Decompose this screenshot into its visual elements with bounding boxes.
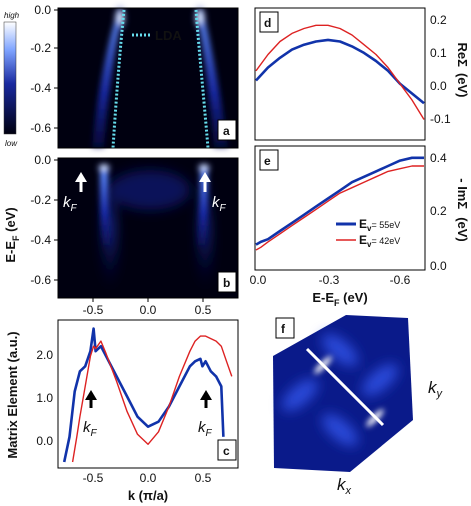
kf-label-left-b: kF [63, 194, 78, 214]
panel-e-label: e [264, 154, 271, 168]
e-xtick-1: -0.3 [319, 273, 340, 287]
series-line-e-1 [255, 165, 424, 251]
legend-e: Ev= 55eV Ev= 42eV [336, 217, 400, 249]
colorbar [3, 21, 17, 135]
k-bottom-ticks: -0.5 0.0 0.5 [83, 471, 212, 485]
kf-arrow-left-c [85, 390, 97, 408]
panel-b: kF kF b [57, 157, 239, 299]
panel-e: e Ev= 55eV Ev= 42eV [254, 145, 426, 271]
lda-curve-right [194, 9, 210, 149]
panel-d: d [254, 7, 426, 141]
ky-label: ky [428, 378, 444, 400]
c-ylabel: Matrix Element (a.u.) [5, 331, 20, 458]
panel-b-yticks: 0.0 -0.2 -0.4 -0.6 [30, 153, 58, 287]
a-ytick-3: -0.6 [30, 121, 51, 135]
panel-d-label: d [264, 16, 271, 30]
panel-b-label: b [223, 276, 230, 290]
lda-legend-label: LDA [155, 28, 182, 43]
panel-c-yticks: 2.0 1.0 0.0 [36, 348, 53, 448]
c-xlabel: k (π/a) [128, 488, 168, 503]
e-xtick-0: 0.0 [250, 273, 267, 287]
k-top-ticks: -0.5 0.0 0.5 [83, 298, 212, 317]
panel-e-plot [255, 156, 424, 251]
series-line-c-1 [71, 335, 233, 463]
c-ytick-2: 0.0 [36, 434, 53, 448]
panel-a-label: a [223, 124, 230, 138]
kf-arrow-right-c [200, 390, 212, 408]
k-bottom-tick-1: 0.0 [140, 471, 157, 485]
kf-label-left-c: kF [83, 419, 98, 439]
k-bottom-tick-0: -0.5 [83, 471, 104, 485]
k-bottom-tick-2: 0.5 [195, 471, 212, 485]
colorbar-high-label: high [4, 11, 20, 20]
panel-c-plot [62, 327, 233, 463]
series-line-e-0 [255, 156, 424, 246]
kx-label: kx [337, 475, 352, 497]
panel-a: LDA a [57, 4, 239, 149]
lda-curve-left [111, 9, 126, 149]
k-top-tick-1: 0.0 [140, 303, 157, 317]
d-ytick-1: 0.1 [430, 46, 447, 60]
kf-arrow-right-b [199, 172, 211, 192]
e-ytick-2: 0.0 [430, 259, 447, 273]
b-ytick-2: -0.4 [30, 233, 51, 247]
b-ytick-0: 0.0 [34, 153, 51, 167]
kf-label-right-b: kF [212, 194, 227, 214]
e-xticks: 0.0 -0.3 -0.6 [250, 273, 411, 287]
series-line-d-1 [255, 24, 425, 120]
k-top-tick-0: -0.5 [83, 303, 104, 317]
b-ytick-3: -0.6 [30, 273, 51, 287]
d-ylabel: ReΣ(eV) [455, 43, 470, 98]
series-line-c-0 [62, 327, 225, 463]
a-ytick-0: 0.0 [34, 3, 51, 17]
legend-e-item-0: Ev= 55eV [359, 217, 400, 233]
panel-d-yticks: 0.2 0.1 0.0 -0.1 [430, 13, 451, 126]
left-ylabel: E-EF (eV) [3, 207, 21, 262]
legend-e-item-1: Ev= 42eV [359, 233, 400, 249]
panel-f-label: f [281, 322, 286, 336]
panel-c-label: c [223, 444, 230, 458]
panel-e-yticks: 0.4 0.2 0.0 [430, 151, 447, 273]
kf-label-right-c: kF [198, 419, 213, 439]
e-ytick-1: 0.2 [430, 204, 447, 218]
colorbar-low-label: low [5, 139, 18, 148]
cut-line [305, 347, 385, 427]
e-ylabel: - ImΣ(eV) [455, 178, 470, 242]
panel-a-yticks: 0.0 -0.2 -0.4 -0.6 [30, 3, 58, 135]
d-ytick-3: -0.1 [430, 112, 451, 126]
c-ytick-0: 2.0 [36, 348, 53, 362]
kf-arrow-left-b [75, 172, 87, 192]
panel-c: kF kF c [57, 319, 239, 469]
panel-f: f ky kx [273, 315, 444, 497]
e-xlabel: E-EF (eV) [312, 290, 367, 308]
b-ytick-1: -0.2 [30, 193, 51, 207]
d-ytick-2: 0.0 [430, 79, 447, 93]
a-ytick-1: -0.2 [30, 41, 51, 55]
d-ytick-0: 0.2 [430, 13, 447, 27]
panel-d-plot [255, 24, 425, 120]
fermi-map [273, 315, 413, 472]
e-ytick-0: 0.4 [430, 151, 447, 165]
k-top-tick-2: 0.5 [195, 303, 212, 317]
e-xtick-2: -0.6 [390, 273, 411, 287]
a-ytick-2: -0.4 [30, 81, 51, 95]
c-ytick-1: 1.0 [36, 391, 53, 405]
